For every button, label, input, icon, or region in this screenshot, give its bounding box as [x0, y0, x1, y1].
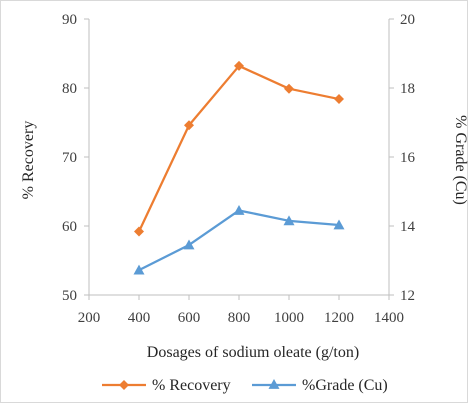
y-left-tick-label: 70	[62, 150, 77, 166]
series-point-1	[183, 239, 195, 250]
x-axis-title: Dosages of sodium oleate (g/ton)	[147, 344, 359, 361]
y-left-tick-label: 90	[62, 12, 77, 28]
y-left-tick-label: 80	[62, 81, 77, 97]
series-layer	[133, 60, 345, 275]
x-tick-label: 1200	[324, 310, 354, 326]
x-tick-label: 800	[228, 310, 251, 326]
series-point-0	[184, 120, 194, 131]
series-point-0	[134, 226, 144, 237]
y-right-tick-label: 18	[400, 81, 415, 97]
y-right-tick-label: 14	[400, 219, 416, 235]
series-point-1	[233, 204, 245, 215]
legend-marker-0	[119, 380, 129, 390]
x-tick-label: 400	[128, 310, 151, 326]
y-right-tick-label: 16	[400, 150, 416, 166]
series-point-0	[234, 60, 244, 71]
y-axis-right-title: % Grade (Cu)	[452, 115, 468, 205]
series-point-1	[333, 219, 345, 230]
x-tick-label: 1400	[374, 310, 404, 326]
legend-label-1: %Grade (Cu)	[302, 377, 388, 394]
x-tick-label: 600	[178, 310, 201, 326]
legend-marker-1	[268, 379, 280, 389]
x-tick-label: 200	[78, 310, 101, 326]
series-point-0	[284, 83, 294, 94]
y-left-tick-label: 60	[62, 219, 77, 235]
y-left-tick-label: 50	[62, 288, 77, 304]
series-point-1	[133, 264, 145, 275]
y-right-tick-label: 20	[400, 12, 415, 28]
x-tick-label: 1000	[274, 310, 304, 326]
y-axis-left-title: % Recovery	[20, 121, 37, 200]
y-right-tick-label: 12	[400, 288, 415, 304]
axes-layer	[84, 18, 394, 300]
legend-label-0: % Recovery	[152, 377, 231, 394]
tick-labels-layer: 200 400 600 800 1000 1200 1400 50 60 70 80 90 12 14 16…	[62, 12, 416, 326]
series-point-1	[283, 215, 295, 226]
series-point-0	[334, 94, 344, 105]
legend: % Recovery %Grade (Cu)	[102, 377, 388, 394]
